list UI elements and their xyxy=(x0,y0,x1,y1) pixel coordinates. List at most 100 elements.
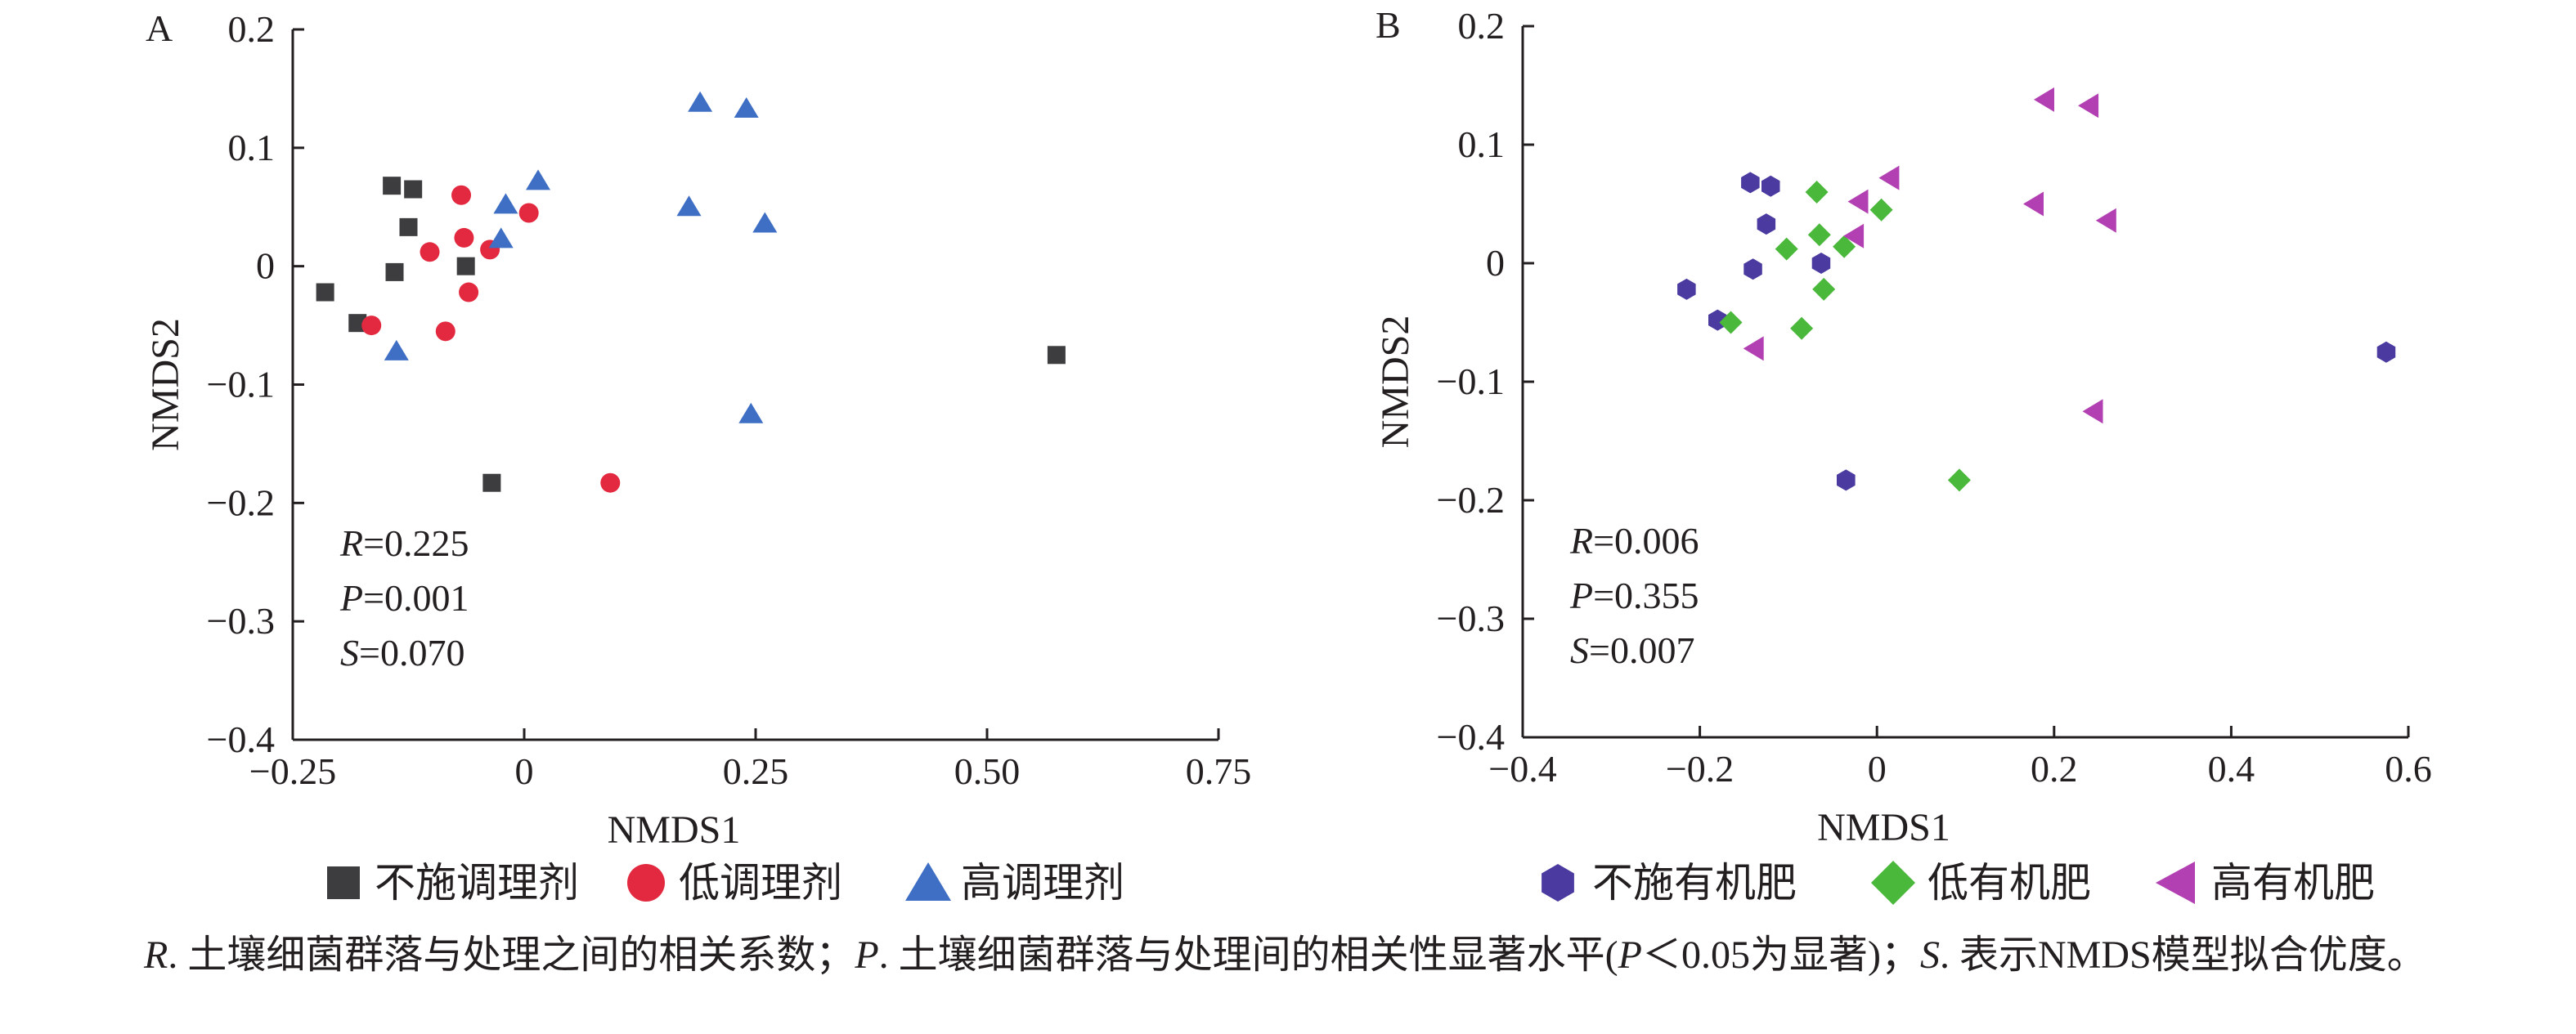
legend-marker-diamond xyxy=(1871,861,1915,905)
data-point xyxy=(526,169,550,190)
stat-s-label: S=0.007 xyxy=(1570,629,1694,671)
data-point xyxy=(420,242,440,262)
data-point xyxy=(482,473,501,492)
legend-label: 高有机肥 xyxy=(2211,860,2375,906)
figure-caption: R. 土壤细菌群落与处理之间的相关系数；P. 土壤细菌群落与处理间的相关性显著水… xyxy=(144,930,2515,981)
y-tick-label: 0 xyxy=(1486,242,1505,284)
caption-p-symbol-2: P xyxy=(1618,933,1642,977)
data-point xyxy=(1719,311,1743,334)
y-tick-label: −0.4 xyxy=(1437,716,1505,758)
legend-marker-hexagon xyxy=(1542,864,1574,902)
y-tick-label: −0.2 xyxy=(207,481,275,523)
caption-r-text: . 土壤细菌群落与处理之间的相关系数； xyxy=(168,933,855,977)
data-point xyxy=(1811,253,1831,274)
stat-r-label: R=0.006 xyxy=(1569,520,1699,562)
stat-p-label: P=0.355 xyxy=(1569,575,1699,616)
x-tick-label: 0.25 xyxy=(723,750,789,792)
caption-p-text-1: . 土壤细菌群落与处理间的相关性显著水平( xyxy=(878,933,1618,977)
data-point xyxy=(1869,198,1893,222)
caption-p-text-2: ＜0.05为显著)； xyxy=(1642,933,1920,977)
data-point xyxy=(399,217,418,236)
data-point xyxy=(1743,336,1764,361)
x-tick-label: −0.4 xyxy=(1488,748,1556,790)
caption-s-text: . 表示NMDS模型拟合优度。 xyxy=(1940,933,2426,977)
data-point xyxy=(1744,258,1762,280)
data-point xyxy=(688,91,713,112)
data-point xyxy=(1812,277,1836,301)
legend-marker-circle xyxy=(627,864,665,902)
panel-b: B 0.2 0.1 0 −0.1 −0.2 −0.3 −0.4−0.4 −0.2 0 0.2 0.4 0… xyxy=(1374,4,2432,906)
data-point xyxy=(1878,165,1900,190)
y-tick-label: −0.1 xyxy=(1437,360,1505,402)
data-point xyxy=(518,203,539,223)
x-tick-label: 0 xyxy=(515,750,534,792)
data-point xyxy=(1775,237,1798,261)
data-point xyxy=(1790,316,1814,340)
legend: 不施有机肥 低有机肥 高有机肥 xyxy=(1542,860,2375,906)
legend-label: 低有机肥 xyxy=(1928,860,2091,906)
data-point xyxy=(459,282,479,302)
data-point xyxy=(2034,87,2054,112)
data-point xyxy=(488,227,514,248)
data-point xyxy=(384,339,409,360)
data-point xyxy=(493,193,518,214)
data-point xyxy=(1741,172,1760,194)
data-point xyxy=(1947,468,1971,492)
data-point xyxy=(1833,235,1856,258)
series-2 xyxy=(361,185,621,493)
legend-label: 低调理剂 xyxy=(679,860,842,906)
x-tick-label: 0.50 xyxy=(954,750,1021,792)
series-1 xyxy=(1677,172,2396,491)
data-point xyxy=(385,262,404,281)
y-axis-title: NMDS2 xyxy=(144,318,187,451)
data-point xyxy=(1708,309,1727,331)
x-axis-title: NMDS1 xyxy=(608,808,741,852)
data-point xyxy=(676,195,702,217)
data-point xyxy=(1847,189,1869,214)
legend-marker-triangle xyxy=(905,862,951,901)
data-point xyxy=(454,227,474,248)
y-tick-label: 0.2 xyxy=(1458,5,1506,47)
data-point xyxy=(1807,223,1831,247)
series-2 xyxy=(1719,181,1971,492)
data-point xyxy=(738,402,764,423)
data-point xyxy=(383,177,402,195)
data-point xyxy=(2376,341,2396,363)
x-tick-label: −0.25 xyxy=(249,750,336,792)
y-axis-title: NMDS2 xyxy=(1374,316,1417,449)
panel-label: B xyxy=(1376,4,1401,46)
data-point xyxy=(456,257,475,275)
data-point xyxy=(451,185,472,205)
caption-p-symbol: P xyxy=(855,933,879,977)
stat-s-label: S=0.070 xyxy=(340,632,464,674)
y-tick-label: 0 xyxy=(256,245,275,287)
data-point xyxy=(404,180,423,199)
x-axis-title: NMDS1 xyxy=(1817,806,1950,849)
x-tick-label: 0.4 xyxy=(2208,748,2255,790)
series-1 xyxy=(316,177,1066,492)
data-point xyxy=(1047,346,1066,365)
y-tick-label: 0.2 xyxy=(228,8,276,50)
data-point xyxy=(1805,181,1829,204)
data-point xyxy=(1761,175,1780,197)
legend-label: 高调理剂 xyxy=(961,860,1124,906)
stat-r-label: R=0.225 xyxy=(339,522,469,564)
data-point xyxy=(734,97,759,118)
caption-r-symbol: R xyxy=(144,933,168,977)
x-tick-label: 0 xyxy=(1868,748,1887,790)
series-3 xyxy=(384,91,778,423)
legend-marker-left-triangle xyxy=(2156,862,2195,904)
series-3 xyxy=(1743,87,2116,424)
x-tick-label: −0.2 xyxy=(1666,748,1734,790)
data-point xyxy=(1837,469,1856,491)
legend-label: 不施有机肥 xyxy=(1592,860,1797,906)
legend: 不施调理剂 低调理剂 高调理剂 xyxy=(327,860,1124,906)
caption-s-symbol: S xyxy=(1920,933,1940,977)
data-point xyxy=(2023,191,2044,217)
data-point xyxy=(1677,278,1696,300)
data-point xyxy=(752,212,778,233)
data-point xyxy=(361,316,382,336)
x-tick-label: 0.75 xyxy=(1186,750,1252,792)
y-tick-label: −0.4 xyxy=(207,718,275,760)
